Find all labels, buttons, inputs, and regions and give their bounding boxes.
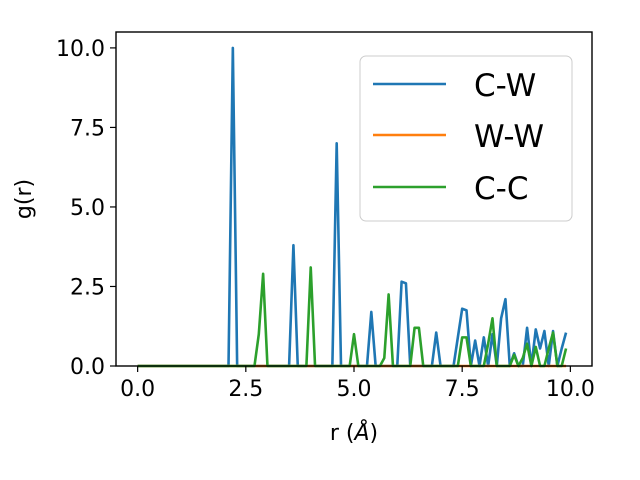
x-tick-label: 7.5	[445, 377, 480, 402]
legend-box	[359, 55, 573, 222]
legend-label-w-w: W-W	[474, 119, 544, 155]
x-tick-label: 0.0	[120, 377, 155, 402]
y-tick-label: 10.0	[56, 37, 105, 62]
x-tick-label: 5.0	[337, 377, 372, 402]
x-tick-label: 2.5	[228, 377, 263, 402]
x-axis-label: r (Å)	[330, 419, 378, 446]
series-line-c-c	[137, 266, 568, 368]
y-tick-label: 2.5	[70, 275, 105, 300]
legend: C-W W-W C-C	[359, 55, 573, 222]
y-tick-label: 7.5	[70, 116, 105, 141]
y-tick-label: 5.0	[70, 196, 105, 221]
x-tick-label: 10.0	[546, 377, 595, 402]
legend-label-c-c: C-C	[474, 171, 528, 207]
legend-label-c-w: C-W	[474, 68, 536, 104]
y-axis: 0.0 2.5 5.0 7.5 10.0	[56, 37, 116, 380]
y-axis-label: g(r)	[12, 179, 37, 219]
x-axis: 0.0 2.5 5.0 7.5 10.0	[120, 366, 595, 402]
y-tick-label: 0.0	[70, 355, 105, 380]
